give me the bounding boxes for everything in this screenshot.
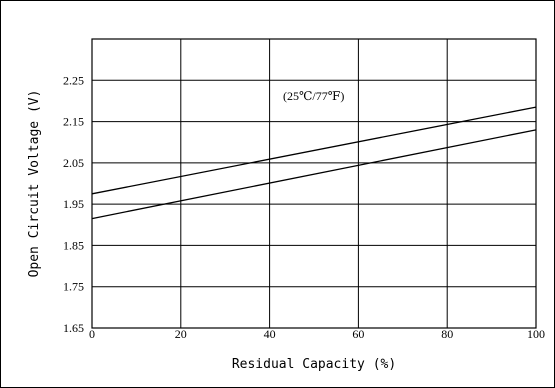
series-group: [91, 106, 537, 220]
y-tick-label: 2.05: [63, 156, 84, 170]
x-tick-label: 80: [441, 327, 453, 341]
y-axis-label: Open Circuit Voltage (V): [27, 90, 42, 278]
x-axis-label: Residual Capacity (%): [232, 357, 396, 372]
grid: [91, 39, 537, 329]
x-tick-label: 0: [89, 327, 95, 341]
x-tick-labels: 0 20 40 60 80 100: [89, 327, 545, 341]
voltage-line-1: [91, 106, 537, 195]
voltage-line-2: [91, 129, 537, 220]
y-tick-label: 1.75: [63, 280, 84, 294]
temperature-annotation: (25℃/77℉): [283, 89, 344, 103]
y-tick-label: 2.15: [63, 115, 84, 129]
y-tick-label: 2.25: [63, 73, 84, 87]
y-tick-label: 1.85: [63, 238, 84, 252]
x-tick-label: 60: [352, 327, 364, 341]
x-tick-label: 20: [175, 327, 187, 341]
y-tick-label: 1.65: [63, 321, 84, 335]
plot-border: [91, 38, 537, 329]
y-tick-label: 1.95: [63, 197, 84, 211]
x-tick-label: 40: [264, 327, 276, 341]
x-tick-label: 100: [527, 327, 545, 341]
y-tick-labels: 1.65 1.75 1.85 1.95 2.05 2.15 2.25: [63, 73, 84, 335]
